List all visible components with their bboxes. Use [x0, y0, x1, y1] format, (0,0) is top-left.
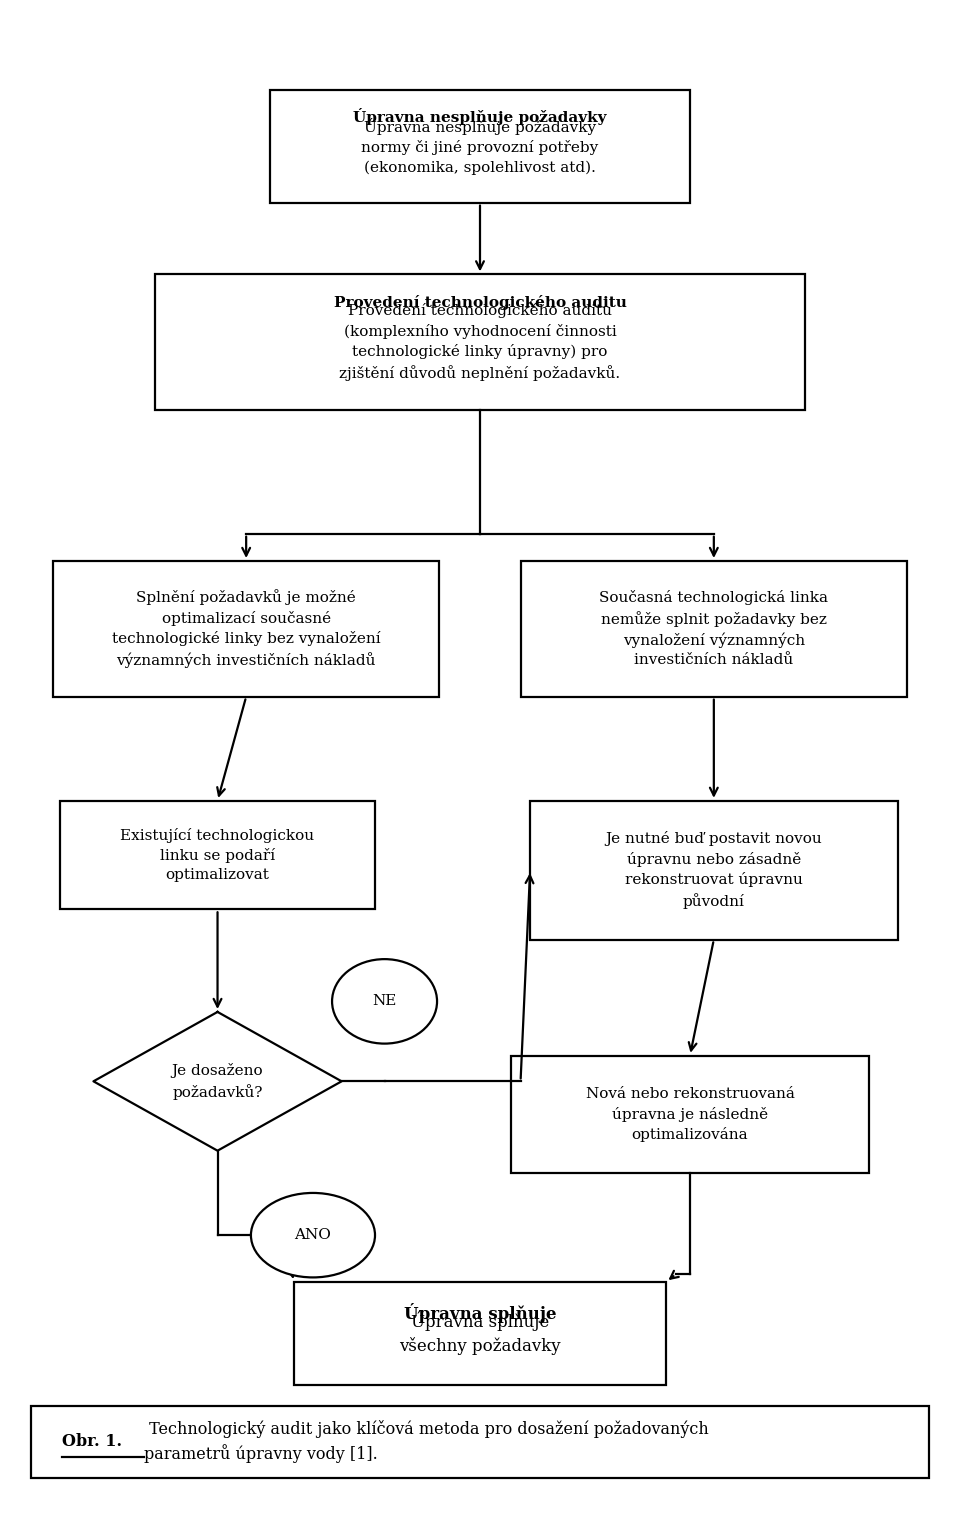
FancyBboxPatch shape [53, 560, 440, 696]
FancyBboxPatch shape [156, 274, 804, 410]
FancyBboxPatch shape [520, 560, 907, 696]
Text: ANO: ANO [295, 1228, 331, 1241]
Polygon shape [93, 1011, 342, 1151]
Text: Provedení technologického auditu: Provedení technologického auditu [333, 295, 627, 310]
Text: Úpravna splňuje
všechny požadavky: Úpravna splňuje všechny požadavky [399, 1311, 561, 1355]
Text: Je nutné buď postavit novou
úpravnu nebo zásadně
rekonstruovat úpravnu
původní: Je nutné buď postavit novou úpravnu nebo… [606, 831, 822, 908]
FancyBboxPatch shape [32, 1405, 928, 1478]
Text: Obr. 1.: Obr. 1. [62, 1434, 122, 1450]
Text: Technologický audit jako klíčová metoda pro dosažení požadovaných
parametrů úpra: Technologický audit jako klíčová metoda … [144, 1420, 708, 1463]
Ellipse shape [251, 1193, 375, 1278]
Text: Úpravna nesplňuje požadavky: Úpravna nesplňuje požadavky [353, 107, 607, 126]
Text: NE: NE [372, 995, 396, 1008]
FancyBboxPatch shape [511, 1055, 869, 1173]
FancyBboxPatch shape [530, 801, 898, 940]
Text: Je dosaženo
požadavků?: Je dosaženo požadavků? [172, 1063, 263, 1099]
Text: Současná technologická linka
nemůže splnit požadavky bez
vynaložení významných
i: Současná technologická linka nemůže spln… [599, 590, 828, 668]
Ellipse shape [332, 960, 437, 1043]
Text: Nová nebo rekonstruovaná
úpravna je následně
optimalizována: Nová nebo rekonstruovaná úpravna je násl… [586, 1087, 795, 1142]
Text: Úpravna nesplňuje požadavky
normy či jiné provozní potřeby
(ekonomika, spolehliv: Úpravna nesplňuje požadavky normy či jin… [361, 118, 599, 174]
FancyBboxPatch shape [270, 89, 690, 203]
FancyBboxPatch shape [60, 801, 375, 910]
Text: Existující technologickou
linku se podaří
optimalizovat: Existující technologickou linku se podař… [120, 828, 315, 883]
Text: Splnění požadavků je možné
optimalizací současné
technologické linky bez vynalož: Splnění požadavků je možné optimalizací … [112, 589, 380, 668]
Text: Úpravna splňuje: Úpravna splňuje [404, 1304, 556, 1323]
Text: Provedení technologického auditu
(komplexního vyhodnocení činnosti
technologické: Provedení technologického auditu (komple… [340, 303, 620, 382]
FancyBboxPatch shape [294, 1282, 666, 1384]
